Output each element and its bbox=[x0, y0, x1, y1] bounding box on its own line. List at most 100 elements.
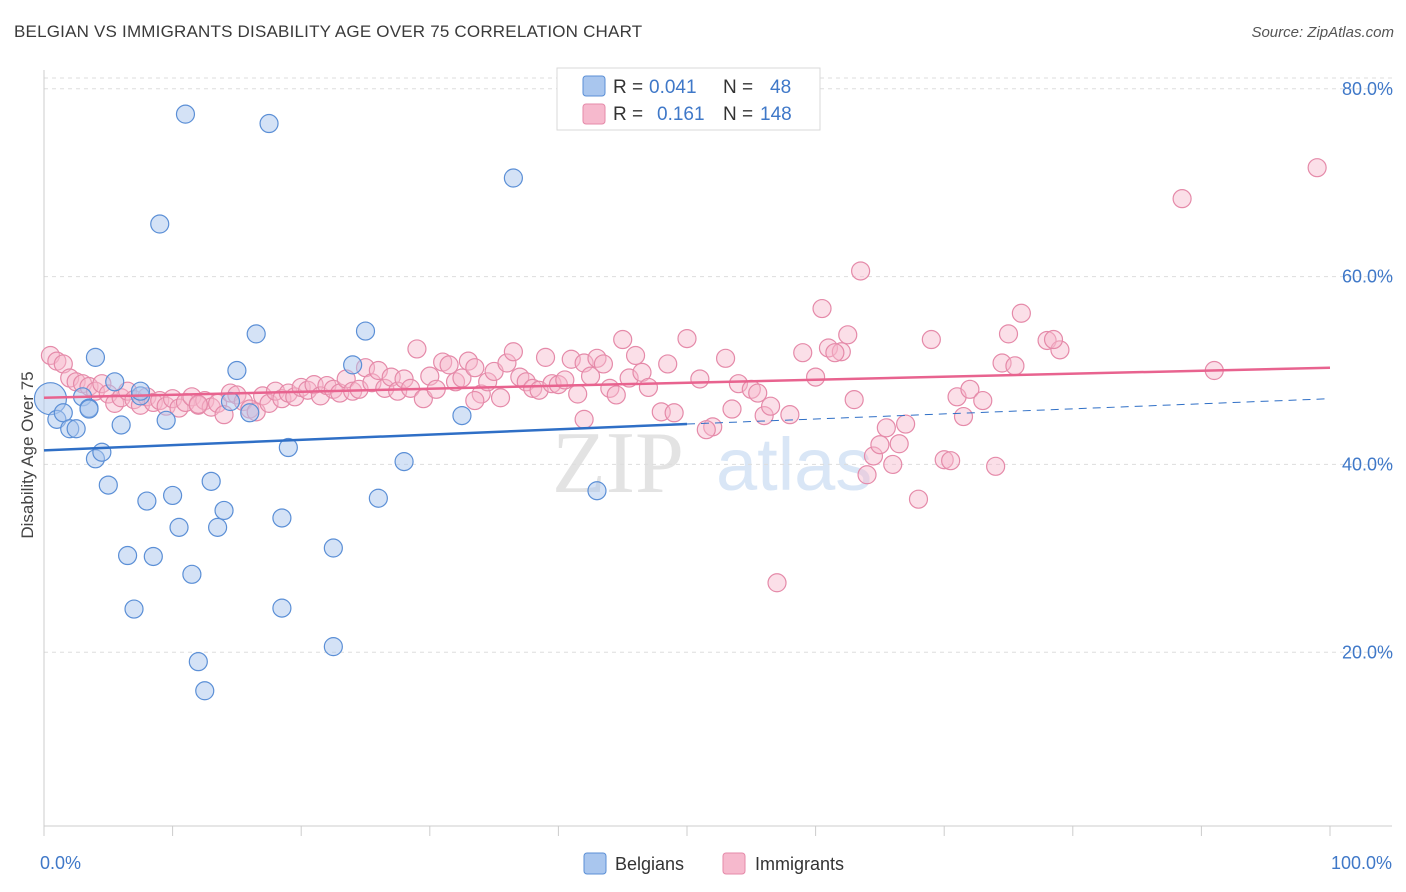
immigrants-point bbox=[921, 329, 941, 350]
x-tick-labels: 0.0% 100.0% bbox=[40, 853, 1392, 873]
immigrants-point bbox=[606, 385, 626, 405]
belgians-point bbox=[323, 637, 343, 657]
belgians-point bbox=[143, 546, 163, 567]
belgians-point bbox=[92, 442, 112, 462]
immigrants-point bbox=[658, 354, 678, 374]
belgians-point bbox=[240, 403, 260, 423]
immigrants-point bbox=[503, 342, 523, 362]
belgians-point bbox=[124, 599, 144, 619]
belgians-point bbox=[163, 485, 183, 506]
immigrants-point bbox=[998, 324, 1019, 344]
immigrants-point bbox=[394, 369, 414, 389]
immigrants-point bbox=[259, 393, 279, 413]
immigrants-point bbox=[812, 298, 832, 319]
immigrants-point bbox=[844, 390, 864, 410]
belgians-point bbox=[587, 481, 607, 501]
immigrants-point bbox=[465, 358, 485, 378]
series-legend: Belgians Immigrants bbox=[583, 852, 844, 875]
belgians-n-label: N = bbox=[723, 77, 753, 98]
x-tick-label: 100.0% bbox=[1331, 853, 1392, 873]
legend-belgians-label: Belgians bbox=[615, 854, 684, 874]
immigrants-point bbox=[677, 328, 697, 349]
trend-lines bbox=[43, 366, 1331, 452]
immigrants-point bbox=[542, 374, 562, 394]
immigrants-point bbox=[690, 369, 710, 389]
immigrants-point bbox=[851, 261, 871, 281]
immigrants-point bbox=[535, 347, 556, 367]
belgians-point bbox=[201, 471, 221, 491]
legend-belgians-swatch bbox=[583, 852, 607, 875]
immigrants-point bbox=[941, 451, 961, 471]
immigrants-point bbox=[497, 353, 517, 373]
immigrants-point bbox=[793, 343, 813, 363]
y-tick-label: 40.0% bbox=[1342, 454, 1393, 474]
immigrants-swatch bbox=[582, 103, 606, 125]
belgians-point bbox=[246, 324, 266, 344]
immigrants-point bbox=[1043, 329, 1064, 350]
y-tick-label: 20.0% bbox=[1342, 642, 1393, 662]
belgians-point bbox=[105, 372, 125, 392]
immigrants-point bbox=[664, 403, 684, 423]
immigrants-point bbox=[613, 329, 633, 350]
y-tick-label: 80.0% bbox=[1342, 79, 1393, 99]
belgians-point bbox=[169, 517, 189, 537]
immigrants-point bbox=[889, 434, 909, 454]
y-tick-label: 60.0% bbox=[1342, 267, 1393, 287]
belgians-point bbox=[259, 113, 279, 134]
belgians-point bbox=[452, 406, 472, 426]
belgians-point bbox=[503, 168, 523, 188]
stats-legend: R = 0.041 N = 48 R = 0.161 N = 148 bbox=[556, 67, 821, 131]
belgians-n-value: 48 bbox=[770, 77, 791, 98]
belgians-point bbox=[394, 452, 414, 472]
belgians-point bbox=[278, 437, 298, 458]
immigrants-point bbox=[870, 435, 890, 455]
immigrants-point bbox=[593, 354, 614, 374]
immigrants-point bbox=[574, 409, 594, 429]
immigrants-point bbox=[754, 406, 774, 426]
immigrants-point bbox=[561, 349, 581, 369]
axes bbox=[43, 70, 1392, 836]
immigrants-point bbox=[863, 446, 884, 466]
immigrants-point bbox=[722, 399, 742, 419]
immigrants-r-value: 0.161 bbox=[657, 104, 705, 125]
immigrants-point bbox=[876, 418, 896, 438]
immigrants-point bbox=[831, 342, 851, 362]
belgians-point bbox=[214, 500, 234, 521]
belgians-points bbox=[33, 104, 607, 701]
immigrants-point bbox=[188, 394, 208, 414]
belgians-point bbox=[156, 410, 176, 430]
immigrants-point bbox=[973, 390, 993, 411]
immigrants-n-value: 148 bbox=[760, 104, 792, 125]
immigrants-point bbox=[780, 405, 800, 425]
legend-immigrants-label: Immigrants bbox=[755, 854, 844, 874]
belgians-point bbox=[272, 598, 292, 618]
belgians-point bbox=[137, 491, 157, 511]
immigrants-point bbox=[896, 414, 916, 434]
immigrants-point bbox=[934, 450, 954, 470]
chart-title: BELGIAN VS IMMIGRANTS DISABILITY AGE OVE… bbox=[14, 22, 643, 41]
immigrants-point bbox=[1307, 158, 1327, 178]
belgians-point bbox=[150, 214, 170, 234]
belgians-point bbox=[220, 391, 241, 412]
belgians-point bbox=[85, 347, 106, 367]
immigrants-r-label: R = bbox=[613, 104, 643, 125]
immigrants-point bbox=[805, 367, 826, 387]
immigrants-point bbox=[465, 390, 485, 411]
immigrants-point bbox=[986, 456, 1006, 476]
immigrants-point bbox=[838, 325, 858, 345]
immigrants-point bbox=[53, 354, 73, 374]
immigrants-point bbox=[638, 377, 659, 398]
immigrants-n-label: N = bbox=[723, 104, 753, 125]
belgians-point bbox=[175, 104, 196, 124]
immigrants-point bbox=[568, 384, 588, 404]
immigrants-point bbox=[825, 343, 845, 363]
belgians-point bbox=[188, 652, 208, 672]
belgians-point bbox=[98, 475, 118, 495]
immigrants-point bbox=[715, 348, 736, 368]
belgians-point bbox=[323, 538, 343, 558]
watermark-zip: ZIP bbox=[552, 415, 684, 512]
belgians-point bbox=[368, 488, 388, 508]
y-tick-labels: 20.0% 40.0% 60.0% 80.0% bbox=[1342, 79, 1393, 662]
immigrants-point bbox=[490, 388, 511, 408]
